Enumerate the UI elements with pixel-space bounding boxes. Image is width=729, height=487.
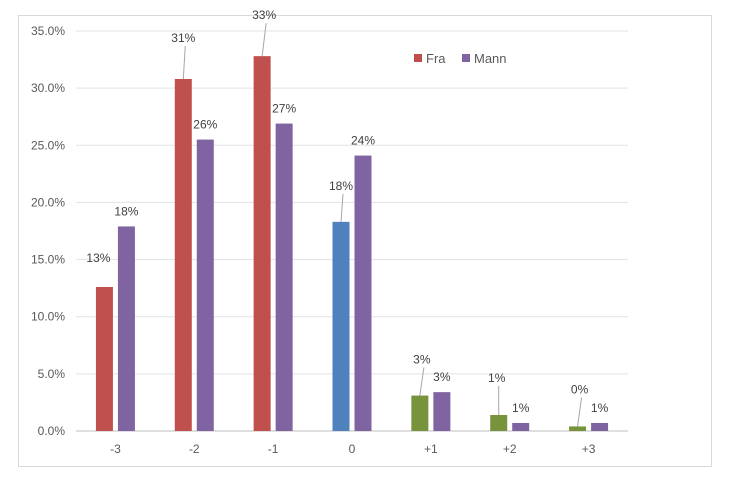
data-label: 24%: [351, 134, 375, 148]
x-tick-label: -3: [110, 442, 121, 456]
y-tick-label: 35.0%: [31, 24, 65, 38]
x-tick-label: +2: [503, 442, 517, 456]
leader-line: [182, 45, 186, 80]
data-label: 3%: [413, 353, 431, 367]
x-tick-label: -2: [189, 442, 200, 456]
bar-mann[interactable]: [117, 226, 135, 431]
x-tick-label: +3: [582, 442, 596, 456]
leader-line: [577, 397, 583, 427]
bar-fra[interactable]: [569, 426, 587, 431]
data-label: 27%: [272, 102, 296, 116]
y-tick-label: 15.0%: [31, 253, 65, 267]
data-label: 1%: [512, 401, 530, 415]
data-label: 3%: [433, 370, 451, 384]
data-label: 13%: [86, 251, 110, 265]
y-tick-label: 25.0%: [31, 138, 65, 152]
leader-line: [340, 193, 344, 222]
bar-fra[interactable]: [253, 56, 271, 432]
x-tick-label: +1: [424, 442, 438, 456]
bar-mann[interactable]: [275, 123, 293, 432]
data-label: 26%: [193, 118, 217, 132]
data-label: 1%: [488, 371, 506, 385]
bar-mann[interactable]: [591, 423, 609, 431]
bar-fra[interactable]: [174, 79, 192, 431]
y-tick-label: 5.0%: [38, 367, 66, 381]
data-label: 0%: [571, 382, 589, 396]
x-tick-label: 0: [349, 442, 356, 456]
bar-fra[interactable]: [411, 395, 429, 431]
bar-mann[interactable]: [196, 139, 214, 432]
bar-fra[interactable]: [490, 415, 508, 431]
data-label: 1%: [591, 401, 609, 415]
y-tick-label: 0.0%: [38, 424, 66, 438]
data-label: 18%: [114, 204, 138, 218]
legend-label: Fra: [426, 51, 446, 66]
bar-mann[interactable]: [354, 155, 372, 432]
bar-mann[interactable]: [512, 423, 530, 431]
data-label: 33%: [252, 8, 276, 22]
bar-mann[interactable]: [433, 392, 451, 431]
bar-fra[interactable]: [332, 221, 350, 431]
legend-label: Mann: [474, 51, 507, 66]
y-tick-label: 30.0%: [31, 81, 65, 95]
leader-line: [419, 367, 425, 396]
legend-swatch: [462, 54, 470, 62]
x-tick-label: -1: [268, 442, 279, 456]
legend-swatch: [414, 54, 422, 62]
y-tick-label: 20.0%: [31, 195, 65, 209]
data-label: 18%: [329, 179, 353, 193]
bar-fra[interactable]: [95, 287, 113, 431]
data-label: 31%: [171, 31, 195, 45]
leader-line: [261, 23, 267, 57]
y-tick-label: 10.0%: [31, 310, 65, 324]
